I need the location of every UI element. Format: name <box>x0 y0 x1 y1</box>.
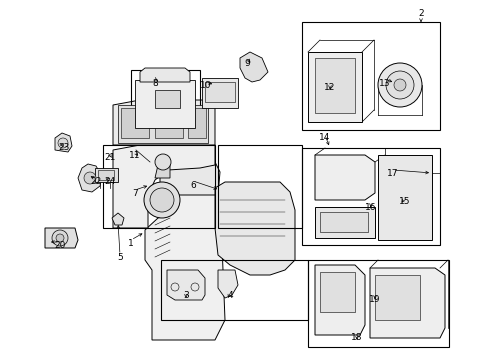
Polygon shape <box>314 207 374 238</box>
Text: 13: 13 <box>379 78 390 87</box>
Bar <box>103 145 215 228</box>
Circle shape <box>58 138 68 148</box>
Bar <box>155 90 180 108</box>
Text: 23: 23 <box>58 144 70 153</box>
Polygon shape <box>314 155 374 200</box>
Polygon shape <box>167 270 204 300</box>
Text: 19: 19 <box>368 296 380 305</box>
Circle shape <box>385 71 413 99</box>
Bar <box>314 58 354 113</box>
Polygon shape <box>307 52 361 122</box>
Polygon shape <box>113 100 215 145</box>
Text: 17: 17 <box>386 168 398 177</box>
Text: 3: 3 <box>183 292 188 301</box>
Polygon shape <box>369 268 444 338</box>
Bar <box>118 105 207 143</box>
Circle shape <box>56 234 64 242</box>
Polygon shape <box>202 78 238 108</box>
Text: 9: 9 <box>244 58 249 68</box>
Circle shape <box>377 63 421 107</box>
Polygon shape <box>55 133 72 152</box>
Polygon shape <box>155 160 170 178</box>
Polygon shape <box>95 168 118 182</box>
Text: 11: 11 <box>129 150 141 159</box>
Bar <box>374 275 419 320</box>
Bar <box>319 212 367 232</box>
Text: 18: 18 <box>350 333 362 342</box>
Text: 24: 24 <box>104 177 115 186</box>
Polygon shape <box>240 52 267 82</box>
Circle shape <box>393 79 405 91</box>
Polygon shape <box>135 80 195 128</box>
Polygon shape <box>314 265 364 335</box>
Bar <box>319 272 354 312</box>
Text: 6: 6 <box>190 180 196 189</box>
Text: 4: 4 <box>227 291 232 300</box>
Circle shape <box>84 172 96 184</box>
Text: 5: 5 <box>117 253 122 262</box>
Circle shape <box>150 188 174 212</box>
Text: 7: 7 <box>132 189 138 198</box>
Bar <box>161 260 307 320</box>
Circle shape <box>155 154 171 170</box>
Polygon shape <box>160 162 220 195</box>
Bar <box>131 70 200 132</box>
Bar <box>121 108 149 138</box>
Text: 15: 15 <box>398 197 410 206</box>
Bar <box>155 108 183 138</box>
Text: 1: 1 <box>128 239 134 248</box>
Polygon shape <box>218 270 238 298</box>
Text: 10: 10 <box>200 81 211 90</box>
Polygon shape <box>377 155 431 240</box>
Text: 21: 21 <box>104 153 116 162</box>
Bar <box>302 22 439 130</box>
Bar <box>204 82 235 102</box>
Polygon shape <box>113 145 215 228</box>
Circle shape <box>143 182 180 218</box>
Polygon shape <box>45 228 78 248</box>
Polygon shape <box>140 68 190 82</box>
Circle shape <box>52 230 68 246</box>
Bar <box>98 170 114 180</box>
Text: 14: 14 <box>319 134 330 143</box>
Text: 20: 20 <box>54 240 65 249</box>
Polygon shape <box>145 182 224 340</box>
Polygon shape <box>112 213 124 225</box>
Bar <box>187 108 205 138</box>
Text: 16: 16 <box>365 202 376 211</box>
Text: 2: 2 <box>417 9 423 18</box>
Text: 12: 12 <box>324 84 335 93</box>
Polygon shape <box>215 182 294 275</box>
Text: 8: 8 <box>152 78 158 87</box>
Bar <box>302 148 439 245</box>
Bar <box>307 260 448 347</box>
Text: 22: 22 <box>90 177 102 186</box>
Polygon shape <box>78 164 102 192</box>
Bar <box>218 145 302 228</box>
